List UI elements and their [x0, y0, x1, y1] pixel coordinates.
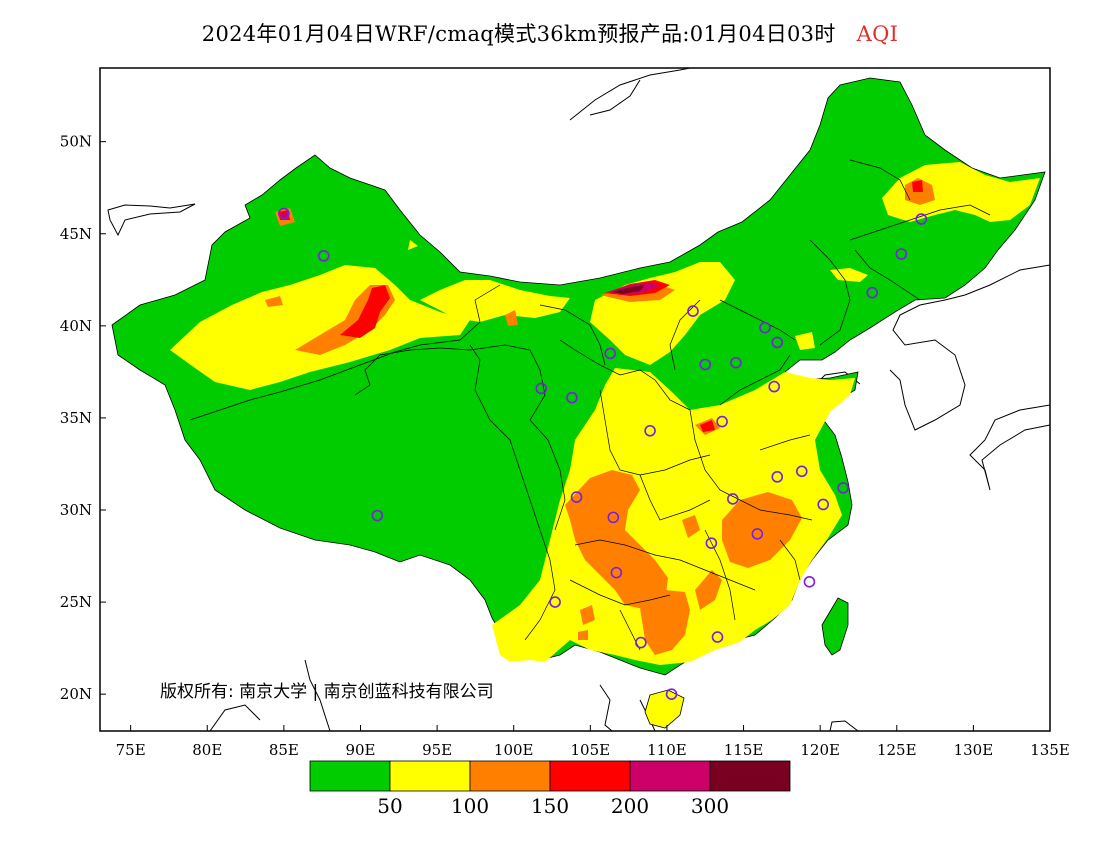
station-marker — [566, 391, 578, 404]
station-marker — [644, 425, 656, 437]
legend-threshold-label: 50 — [377, 794, 402, 818]
station-marker — [727, 493, 739, 505]
legend-threshold-label: 200 — [611, 794, 649, 818]
x-tick-label: 120E — [800, 741, 840, 759]
map-plot-area — [107, 68, 1050, 731]
legend-threshold-label: 150 — [531, 794, 569, 818]
station-marker — [866, 286, 879, 299]
map-title: 2024年01月04日WRF/cmaq模式36km预报产品:01月04日03时 … — [0, 18, 1100, 48]
station-marker — [759, 321, 771, 334]
station-marker — [635, 636, 647, 649]
x-tick-label: 105E — [571, 741, 611, 759]
legend-threshold-label: 100 — [451, 794, 489, 818]
station-marker — [915, 213, 928, 225]
y-tick-label: 45N — [60, 225, 92, 243]
legend-swatch — [469, 760, 551, 792]
x-tick-label: 110E — [647, 741, 687, 759]
x-tick-label: 100E — [494, 741, 534, 759]
x-tick-label: 115E — [724, 741, 764, 759]
copyright-text: 版权所有: 南京大学 | 南京创蓝科技有限公司 — [160, 682, 494, 702]
station-marker — [604, 347, 617, 360]
station-marker — [716, 415, 728, 428]
station-markers — [278, 207, 928, 700]
x-tick-label: 90E — [345, 741, 375, 759]
y-tick-label: 50N — [60, 133, 92, 151]
taiwan-island — [821, 597, 849, 656]
station-marker — [768, 380, 780, 393]
station-marker — [570, 491, 583, 503]
legend-swatch — [629, 760, 711, 792]
station-marker — [771, 471, 784, 483]
station-marker — [610, 566, 623, 579]
hainan-island — [644, 689, 685, 729]
station-marker — [665, 688, 678, 700]
y-tick-label: 25N — [60, 593, 92, 611]
title-variable: AQI — [856, 22, 899, 46]
y-tick-label: 20N — [60, 685, 92, 703]
station-marker — [699, 358, 712, 371]
x-tick-label: 130E — [954, 741, 994, 759]
station-marker — [687, 305, 699, 317]
legend-swatch — [389, 760, 471, 792]
y-axis-ticks: 50N 45N 40N 35N 30N 25N 20N — [60, 133, 106, 703]
station-marker — [371, 509, 384, 522]
legend-swatch — [549, 760, 631, 792]
x-tick-label: 125E — [877, 741, 917, 759]
aqi-region-hazardous — [612, 285, 645, 294]
station-marker — [535, 382, 548, 395]
x-axis-ticks: 75E 80E 85E 90E 95E 100E 105E 110E 115E 120E 125E 1… — [116, 725, 1070, 759]
province-boundaries — [189, 159, 991, 651]
station-marker — [317, 250, 330, 262]
station-marker — [711, 631, 724, 643]
station-marker — [837, 482, 849, 494]
station-marker — [549, 596, 561, 608]
station-marker — [817, 498, 830, 511]
legend-swatch — [709, 760, 791, 792]
map-frame — [99, 67, 1051, 732]
x-tick-label: 80E — [192, 741, 222, 759]
x-tick-label: 95E — [422, 741, 452, 759]
station-marker — [607, 511, 620, 524]
x-tick-label: 75E — [116, 741, 146, 759]
title-main: 2024年01月04日WRF/cmaq模式36km预报产品:01月04日03时 — [201, 22, 836, 46]
legend-swatch — [309, 760, 391, 792]
station-marker — [771, 336, 784, 349]
y-tick-label: 40N — [60, 317, 92, 335]
legend-threshold-label: 300 — [691, 794, 729, 818]
x-tick-label: 85E — [269, 741, 299, 759]
aqi-legend: 50 100 150 200 300 — [309, 760, 791, 818]
y-tick-label: 35N — [60, 409, 92, 427]
station-marker — [705, 537, 718, 549]
station-marker — [730, 356, 742, 369]
x-tick-label: 135E — [1030, 741, 1070, 759]
station-marker — [751, 528, 764, 540]
station-marker — [895, 248, 908, 260]
station-marker — [795, 465, 808, 478]
aqi-region-moderate — [170, 162, 1040, 665]
station-marker — [803, 576, 816, 588]
station-marker — [278, 207, 290, 220]
y-tick-label: 30N — [60, 501, 92, 519]
